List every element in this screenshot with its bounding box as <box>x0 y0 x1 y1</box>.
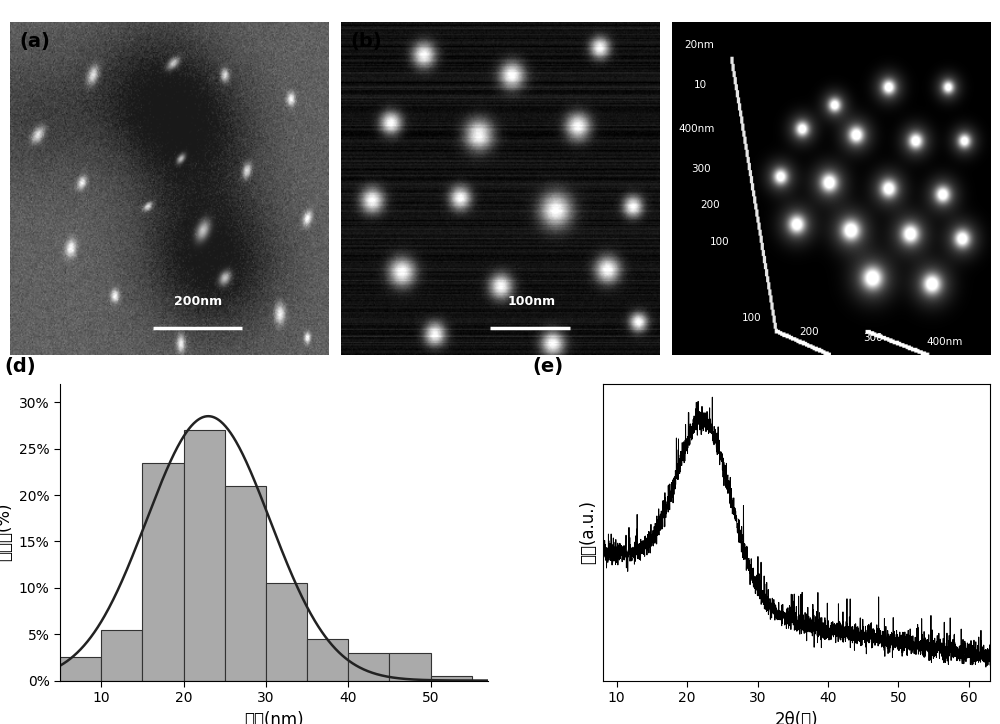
Bar <box>184 430 225 681</box>
Text: 100nm: 100nm <box>508 295 556 308</box>
Text: 200nm: 200nm <box>174 295 222 308</box>
Text: (b): (b) <box>350 32 382 51</box>
Bar <box>60 657 101 681</box>
X-axis label: 直径(nm): 直径(nm) <box>244 710 304 724</box>
Bar <box>225 486 266 681</box>
Text: 100: 100 <box>742 313 761 324</box>
Text: (d): (d) <box>4 357 36 376</box>
Text: 100: 100 <box>710 237 730 247</box>
Y-axis label: 强度(a.u.): 强度(a.u.) <box>579 500 597 564</box>
Bar <box>348 653 389 681</box>
Text: 200: 200 <box>700 201 720 210</box>
Bar <box>307 639 348 681</box>
Text: 400nm: 400nm <box>926 337 963 347</box>
Text: 200: 200 <box>799 327 819 337</box>
Text: (c): (c) <box>681 32 711 51</box>
Text: 300: 300 <box>691 164 711 174</box>
Text: (e): (e) <box>533 357 564 376</box>
X-axis label: 2θ(度): 2θ(度) <box>774 710 818 724</box>
Text: 10: 10 <box>694 80 707 90</box>
Text: 400nm: 400nm <box>678 124 715 134</box>
Text: 300: 300 <box>863 334 882 343</box>
Bar <box>431 676 472 681</box>
Bar <box>142 463 184 681</box>
Y-axis label: 百分数(%): 百分数(%) <box>0 503 13 561</box>
Bar <box>389 653 431 681</box>
Bar <box>266 583 307 681</box>
Text: 20nm: 20nm <box>685 41 714 51</box>
Text: (a): (a) <box>20 32 50 51</box>
Bar <box>101 630 142 681</box>
